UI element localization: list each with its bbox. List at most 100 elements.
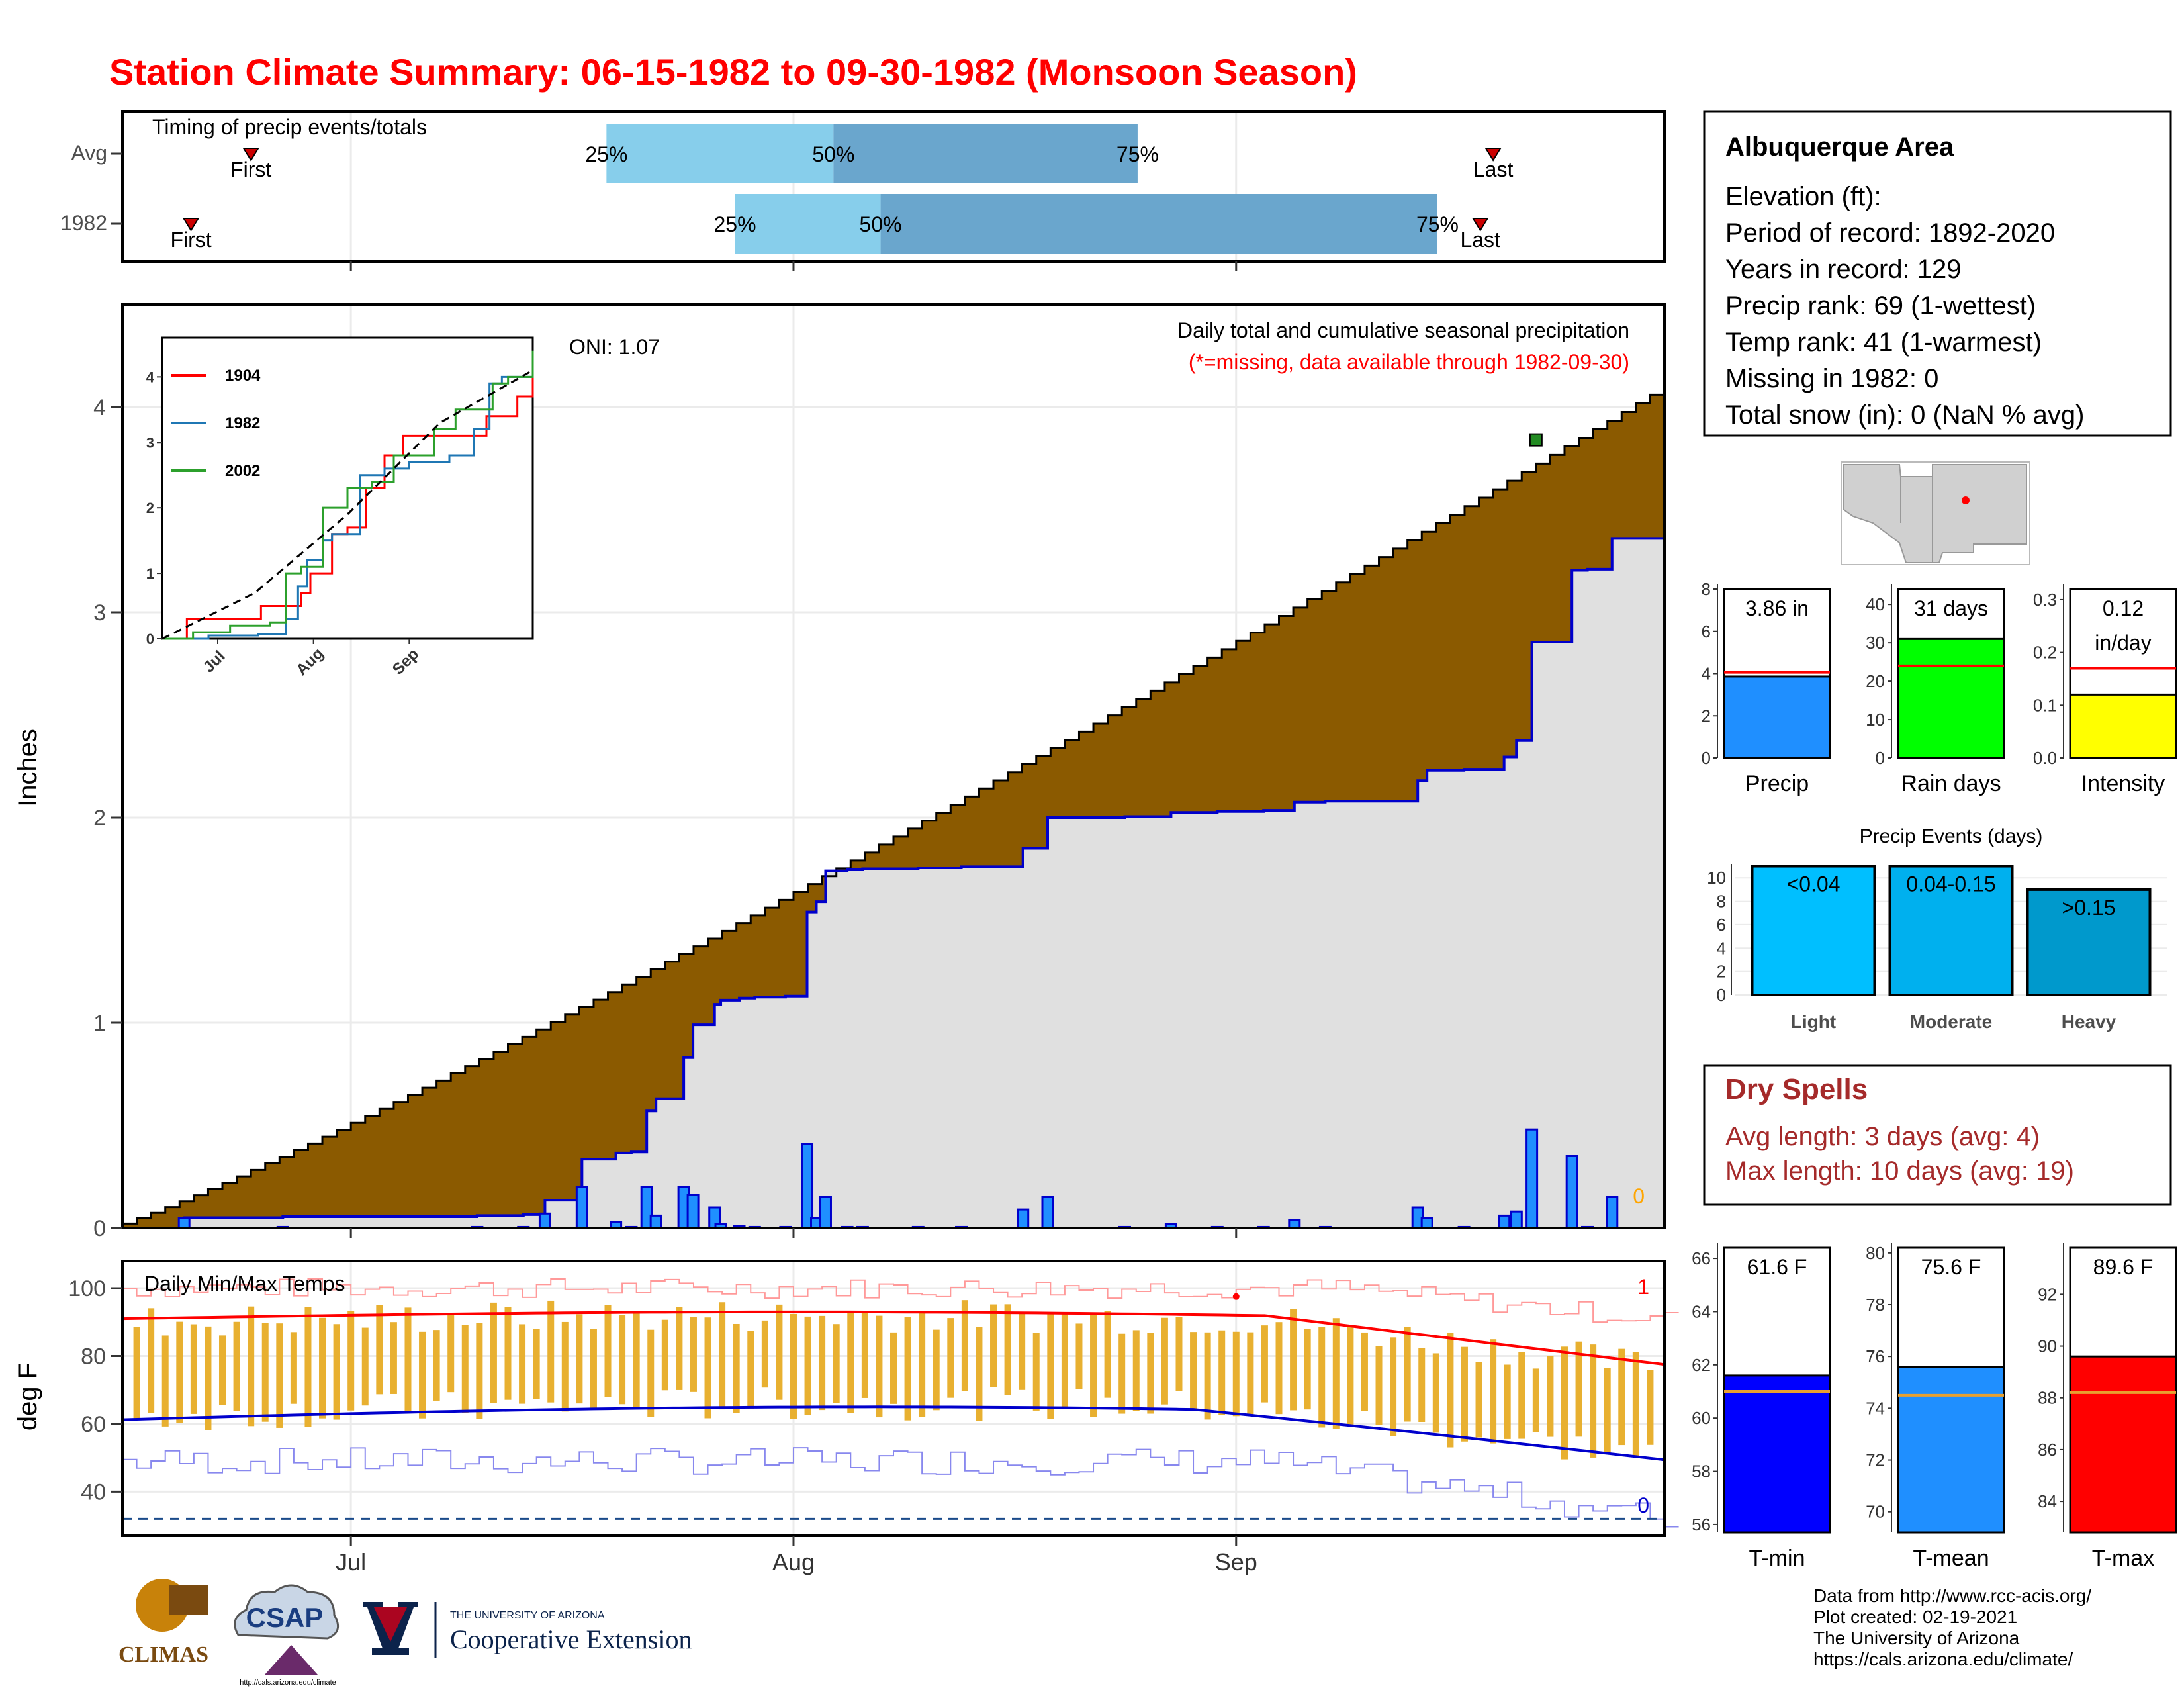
summary-value-label: 0.12 bbox=[2103, 596, 2144, 620]
daily-temp-bar bbox=[1218, 1330, 1226, 1415]
daily-temp-bar bbox=[1447, 1333, 1454, 1448]
daily-temp-bar bbox=[1090, 1313, 1097, 1417]
daily-precip-bar bbox=[538, 1212, 551, 1229]
daily-temp-bar bbox=[433, 1330, 440, 1401]
precip-event-value-label: <0.04 bbox=[1787, 872, 1841, 896]
daily-temp-bar bbox=[276, 1323, 283, 1428]
daily-temp-bar bbox=[1318, 1327, 1326, 1428]
inset-series-1904 bbox=[162, 357, 534, 640]
daily-temp-bar bbox=[319, 1317, 326, 1419]
timing-p75-label: 75% bbox=[1116, 142, 1159, 166]
average-cumulative-line bbox=[121, 393, 1664, 1228]
inset-ytick-label: 2 bbox=[146, 500, 154, 516]
summary-ytick-label: 66 bbox=[1692, 1248, 1711, 1268]
daily-temp-bar bbox=[304, 1307, 312, 1428]
daily-temp-bar bbox=[1518, 1352, 1525, 1439]
timing-bar-50-75 bbox=[833, 124, 1138, 183]
summary-value-label: 61.6 F bbox=[1747, 1255, 1807, 1279]
precip-event-category: Light bbox=[1791, 1011, 1836, 1032]
footer-line-4: https://cals.arizona.edu/climate/ bbox=[1813, 1649, 2073, 1669]
daily-temp-bar bbox=[190, 1324, 197, 1414]
daily-temp-bar bbox=[804, 1316, 811, 1415]
summary-category-label: Rain days bbox=[1901, 771, 2001, 796]
daily-precip-bar bbox=[1017, 1208, 1030, 1229]
daily-temp-bar bbox=[390, 1322, 397, 1394]
daily-temp-bar bbox=[1061, 1312, 1068, 1409]
daily-precip-bar bbox=[1420, 1217, 1433, 1229]
daily-temp-bar bbox=[1404, 1327, 1411, 1422]
summary-ytick-label: 20 bbox=[1866, 671, 1885, 691]
daily-temp-bar bbox=[604, 1305, 612, 1397]
daily-temp-bar bbox=[961, 1300, 968, 1391]
daily-temp-bar bbox=[361, 1327, 369, 1406]
precip-chart-title: Daily total and cumulative seasonal prec… bbox=[1177, 318, 1629, 342]
month-tick-label: Jul bbox=[336, 1548, 366, 1575]
daily-temp-bar bbox=[1175, 1317, 1183, 1391]
daily-temp-bar bbox=[504, 1307, 512, 1400]
daily-temp-bar bbox=[1304, 1329, 1311, 1410]
record-max-line bbox=[122, 1278, 1679, 1323]
inset-ytick-label: 3 bbox=[146, 434, 154, 451]
inset-series-2002 bbox=[162, 350, 534, 640]
summary-ytick-label: 84 bbox=[2038, 1491, 2057, 1511]
summary-ytick-label: 0.0 bbox=[2033, 748, 2057, 768]
observed-area bbox=[122, 538, 1664, 1228]
precip-events-title: Precip Events (days) bbox=[1860, 825, 2043, 847]
precip-event-bar bbox=[1888, 865, 2014, 997]
csap-logo-url: http://cals.arizona.edu/climate bbox=[240, 1679, 336, 1687]
daily-temp-bar bbox=[261, 1323, 269, 1422]
timing-row-1982: 1982 bbox=[60, 211, 107, 235]
daily-precip-bar bbox=[819, 1196, 832, 1229]
summary-ytick-label: 92 bbox=[2038, 1284, 2057, 1304]
daily-temp-bar bbox=[761, 1320, 768, 1388]
dry-spells-max: Max length: 10 days (avg: 19) bbox=[1725, 1156, 2074, 1186]
summary-ytick-label: 0.1 bbox=[2033, 695, 2057, 715]
daily-temp-bar bbox=[690, 1317, 697, 1392]
daily-temp-bar bbox=[1161, 1317, 1168, 1405]
daily-temp-bar bbox=[1118, 1333, 1126, 1414]
csap-logo: CSAP http://cals.arizona.edu/climate bbox=[234, 1584, 340, 1687]
summary-ytick-label: 80 bbox=[1866, 1243, 1885, 1263]
events-ytick-label: 0 bbox=[1717, 985, 1726, 1005]
daily-temp-bar bbox=[1261, 1325, 1268, 1403]
first-marker-icon bbox=[242, 148, 259, 162]
summary-value-label: 75.6 F bbox=[1921, 1255, 1981, 1279]
month-tick-label: Sep bbox=[1215, 1548, 1257, 1575]
daily-temp-bar bbox=[376, 1305, 383, 1395]
summary-bar bbox=[1723, 1374, 1831, 1534]
daily-temp-bar bbox=[819, 1315, 826, 1411]
info-line: Period of record: 1892-2020 bbox=[1725, 218, 2055, 248]
summary-bar bbox=[1897, 1366, 2005, 1534]
summary-ytick-label: 40 bbox=[1866, 594, 1885, 614]
daily-temp-bar bbox=[619, 1315, 626, 1405]
info-line: Elevation (ft): bbox=[1725, 182, 1882, 211]
daily-temp-bar bbox=[790, 1313, 797, 1419]
daily-temp-bar bbox=[1047, 1312, 1054, 1419]
daily-temp-bar bbox=[1590, 1344, 1597, 1458]
summary-ytick-label: 8 bbox=[1702, 579, 1711, 599]
first-label: First bbox=[230, 158, 271, 181]
summary-value-label: 3.86 in bbox=[1745, 596, 1809, 620]
daily-temp-bar bbox=[847, 1313, 854, 1413]
precip-ytick-label: 2 bbox=[93, 806, 106, 831]
daily-precip-bar bbox=[1606, 1196, 1619, 1229]
info-line: Missing in 1982: 0 bbox=[1725, 364, 1938, 393]
timing-p75-label: 75% bbox=[1416, 212, 1459, 236]
precip-event-bar bbox=[2026, 888, 2152, 996]
daily-temp-bar bbox=[1475, 1362, 1482, 1438]
footer-line-1: Data from http://www.rcc-acis.org/ bbox=[1813, 1585, 2091, 1606]
summary-ytick-label: 86 bbox=[2038, 1440, 2057, 1460]
summary-ytick-label: 58 bbox=[1692, 1462, 1711, 1481]
daily-temp-bar bbox=[148, 1308, 155, 1413]
daily-temp-bar bbox=[176, 1321, 183, 1423]
daily-temp-bar bbox=[1361, 1332, 1368, 1411]
observed-cumulative-line bbox=[122, 537, 1664, 1229]
info-box: Albuquerque Area Elevation (ft): Period o… bbox=[1703, 110, 2172, 437]
precip-event-category: Heavy bbox=[2062, 1011, 2116, 1032]
csap-logo-text: CSAP bbox=[246, 1602, 324, 1633]
daily-temp-bar bbox=[833, 1324, 840, 1403]
daily-temp-bar bbox=[861, 1312, 868, 1398]
precip-event-bar bbox=[1751, 865, 1876, 997]
daily-temp-bar bbox=[1547, 1356, 1554, 1437]
